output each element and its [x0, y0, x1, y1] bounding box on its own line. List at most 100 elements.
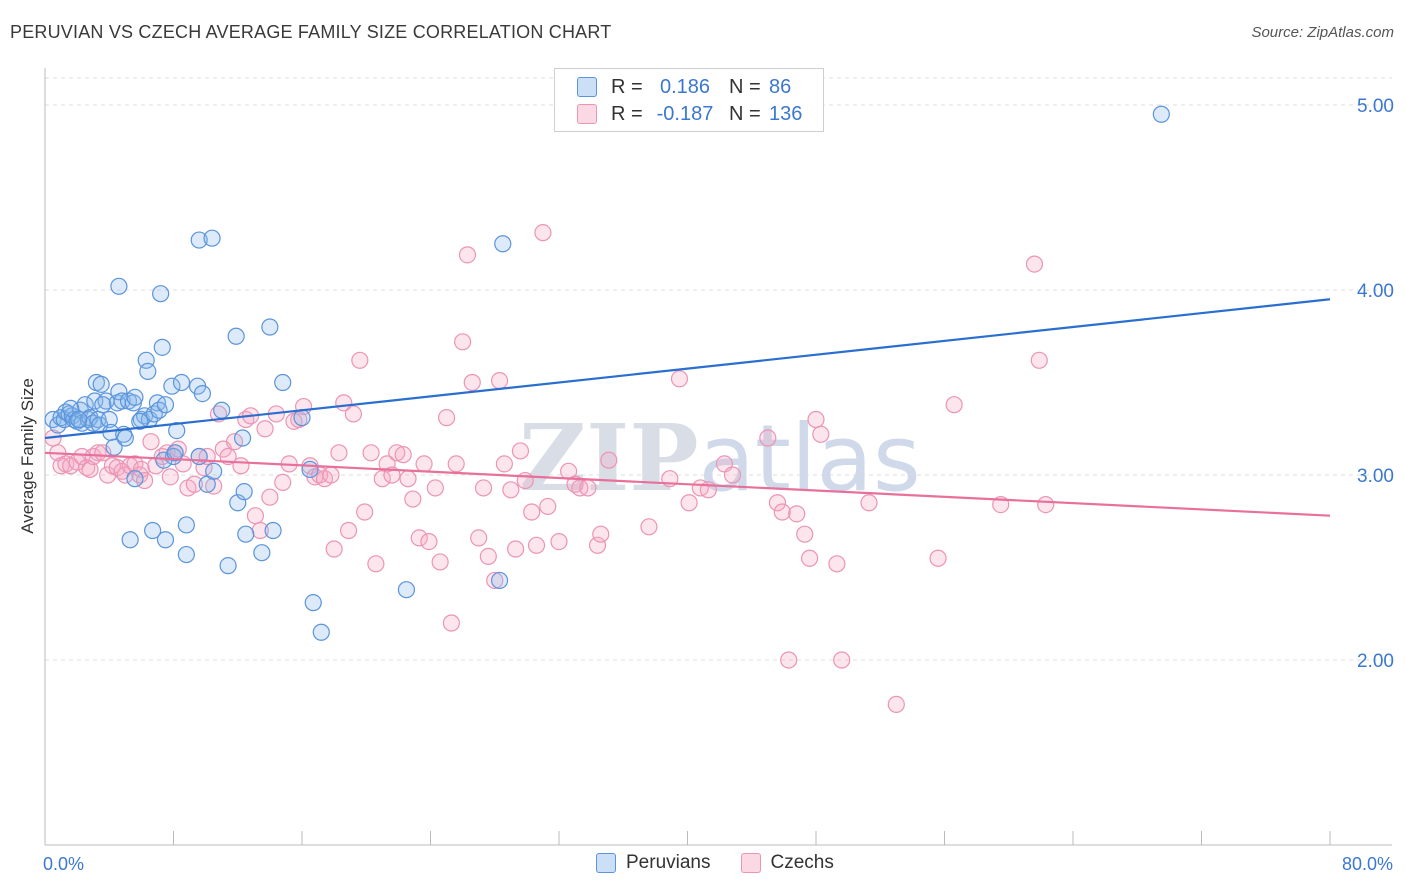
czech-point: [351, 351, 369, 369]
trend-line-peruvians: [44, 298, 1331, 440]
czech-point: [780, 651, 798, 669]
peruvian-point: [227, 327, 245, 345]
trend-lines: [44, 298, 1331, 517]
peruvian-point: [312, 623, 330, 641]
czech-point: [437, 409, 456, 427]
czech-point: [670, 370, 689, 388]
peruvian-point: [235, 483, 253, 501]
czech-point: [378, 455, 396, 473]
czech-point: [550, 532, 568, 551]
czech-point: [929, 549, 947, 567]
trend-line-czechs: [44, 451, 1331, 517]
czech-point: [89, 444, 107, 462]
czech-point: [232, 457, 250, 475]
peruvian-point: [213, 401, 231, 419]
peruvian-point: [166, 444, 184, 462]
peruvian-point: [156, 531, 175, 549]
czech-point: [454, 333, 472, 351]
czech-point: [523, 503, 541, 521]
czech-point: [502, 481, 520, 499]
peruvian-point: [494, 235, 512, 253]
legend-item-czechs[interactable]: Czechs: [740, 852, 834, 874]
czech-point: [833, 651, 851, 669]
czech-point: [246, 507, 265, 525]
czech-point: [640, 518, 658, 536]
y-tick-label: 5.00: [1357, 96, 1394, 117]
czech-point: [344, 405, 362, 423]
czech-point: [860, 494, 878, 512]
legend-label-czechs: Czechs: [770, 852, 834, 873]
peruvian-point: [156, 396, 175, 414]
czech-point: [474, 479, 493, 497]
czech-point: [495, 455, 513, 473]
czech-point: [527, 536, 546, 554]
peruvian-point: [70, 410, 88, 429]
peruvian-point: [293, 409, 311, 427]
x-tick-label-min: 0.0%: [43, 854, 84, 874]
peruvian-point: [172, 373, 191, 392]
czech-point: [486, 571, 504, 590]
czech-point: [1025, 255, 1044, 273]
czech-point: [800, 549, 819, 567]
source-note: Source: ZipAtlas.com: [1251, 24, 1394, 41]
peruvian-point: [126, 388, 144, 406]
peruvian-point: [301, 460, 319, 479]
peruvian-point: [94, 396, 112, 414]
peruvian-point: [203, 229, 221, 247]
peruvian-point: [490, 571, 509, 590]
peruvian-point: [274, 373, 292, 392]
czech-point: [828, 555, 846, 573]
peruvian-point: [144, 521, 162, 540]
czechs-swatch: [577, 104, 597, 124]
peruvians-swatch: [577, 77, 597, 97]
czech-point: [426, 479, 444, 497]
peruvian-point: [152, 285, 170, 303]
peruvian-point: [261, 318, 279, 336]
stats-row-peruvians: R = 0.186 N = 86: [577, 74, 791, 100]
czech-point: [463, 373, 481, 392]
series-peruvians: [44, 105, 1170, 641]
czech-point: [507, 540, 525, 558]
czech-point: [588, 536, 607, 554]
peruvian-point: [264, 521, 282, 540]
czech-point: [479, 547, 497, 566]
axes: [44, 68, 1392, 846]
y-tick-label: 3.00: [1357, 466, 1394, 487]
peruvian-point: [131, 412, 149, 430]
czech-point: [415, 455, 433, 473]
series-legend: Peruvians Czechs: [596, 852, 864, 874]
czech-point: [796, 525, 814, 543]
czech-point: [490, 372, 509, 390]
chart-title: PERUVIAN VS CZECH AVERAGE FAMILY SIZE CO…: [10, 22, 612, 42]
peruvians-legend-swatch: [596, 853, 616, 873]
czech-point: [680, 494, 698, 512]
czech-point: [399, 470, 417, 488]
czech-point: [812, 425, 830, 443]
legend-item-peruvians[interactable]: Peruvians: [596, 852, 711, 874]
czech-point: [807, 410, 825, 429]
n-value-czechs: 136: [769, 102, 803, 125]
r-label: R =: [611, 75, 643, 98]
peruvian-point: [237, 525, 255, 543]
peruvian-point: [190, 447, 208, 466]
czech-point: [356, 503, 374, 521]
stats-row-czechs: R = -0.187 N = 136: [577, 101, 802, 127]
czech-point: [142, 433, 160, 451]
czech-point: [261, 488, 279, 506]
czech-point: [325, 540, 343, 558]
czech-point: [256, 420, 274, 438]
czech-point: [470, 529, 488, 547]
czech-point: [600, 451, 618, 469]
peruvian-point: [100, 410, 118, 429]
peruvian-point: [205, 462, 223, 480]
peruvian-point: [153, 338, 171, 356]
peruvian-point: [253, 544, 271, 562]
czech-point: [116, 466, 134, 484]
watermark: ZIPatlas: [519, 404, 921, 512]
czech-point: [161, 468, 179, 486]
peruvian-point: [177, 516, 195, 534]
czech-point: [339, 521, 358, 540]
czech-point: [447, 455, 465, 473]
czech-point: [185, 475, 203, 493]
